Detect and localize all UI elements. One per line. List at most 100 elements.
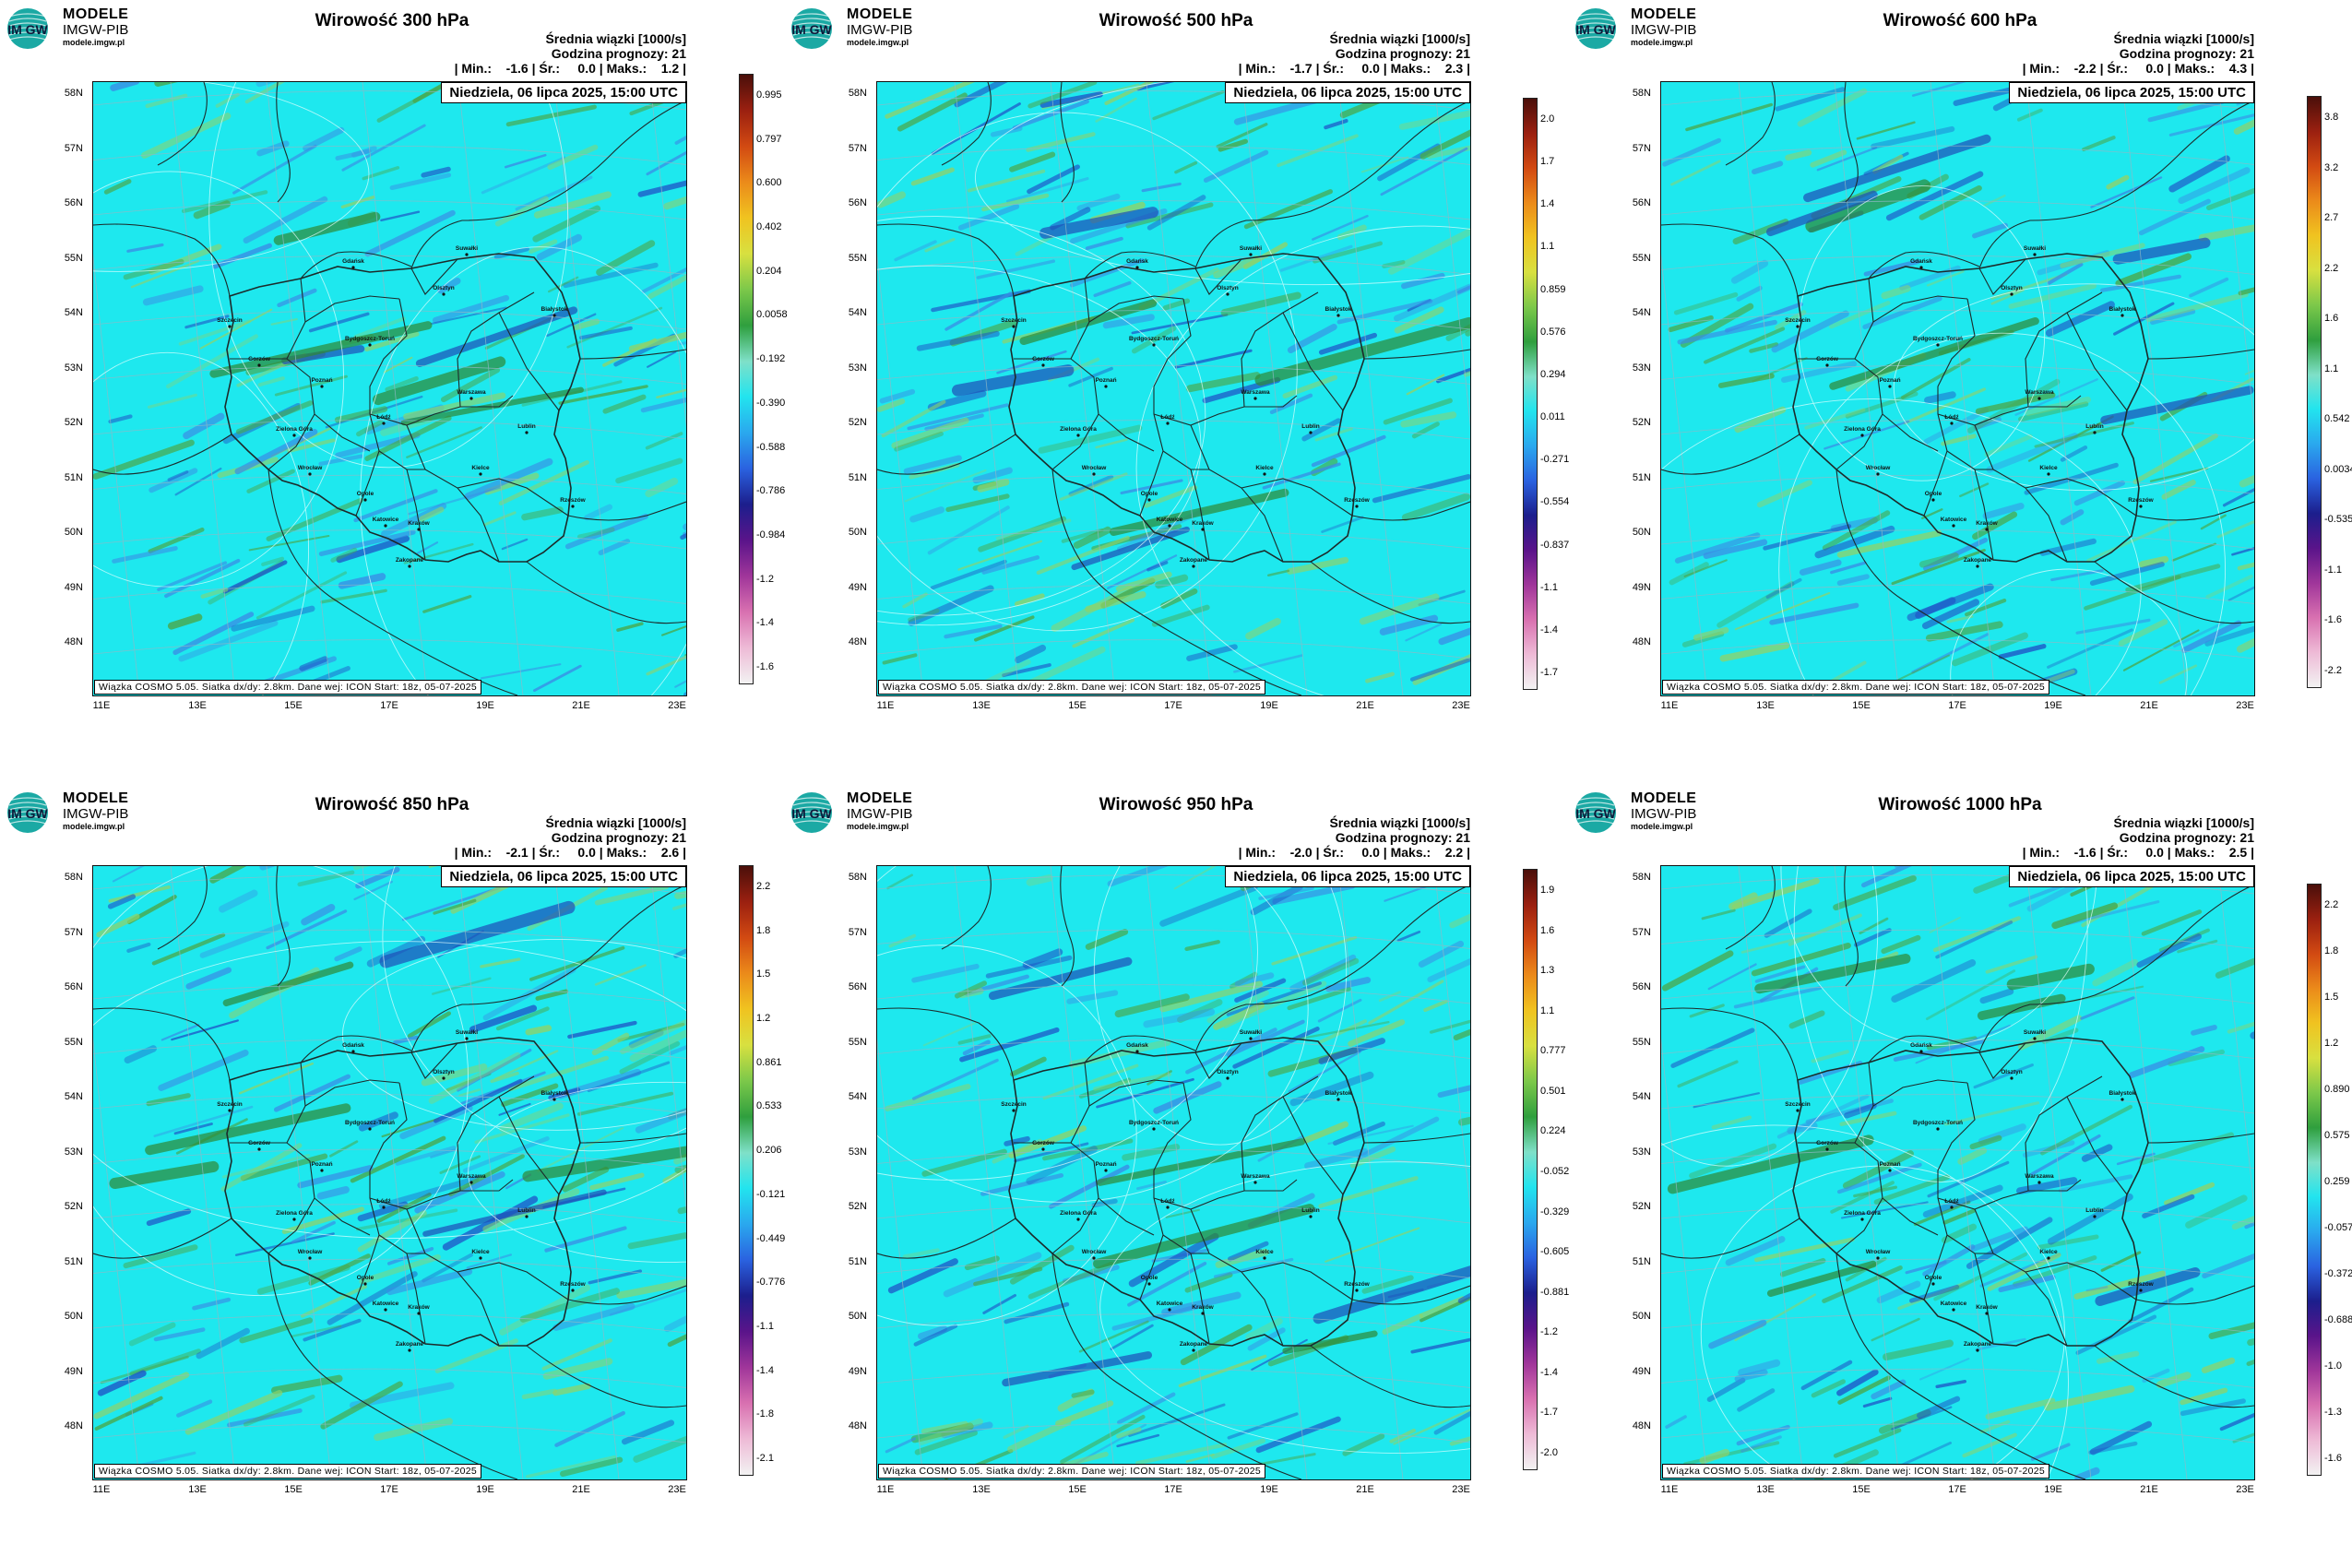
- city-label: Zielona Góra: [1844, 1210, 1881, 1217]
- lat-tick-label: 52N: [64, 417, 83, 428]
- colorbar-tick-label: -0.372: [2324, 1268, 2352, 1279]
- colorbar-tick-label: 0.259: [2324, 1176, 2350, 1187]
- lat-tick-label: 58N: [848, 88, 867, 99]
- brand-url[interactable]: modele.imgw.pl: [1631, 822, 1693, 831]
- colorbar-tick-label: 2.2: [756, 881, 771, 892]
- city-label: Łódź: [376, 1198, 391, 1205]
- colorbar-tick-label: -1.1: [756, 1320, 774, 1332]
- city-label: Zakopane: [1180, 557, 1208, 564]
- lon-tick-label: 19E: [2044, 1484, 2062, 1495]
- brand-url[interactable]: modele.imgw.pl: [1631, 38, 1693, 47]
- city-label: Katowice: [1157, 517, 1183, 523]
- lon-tick-label: 11E: [92, 700, 111, 711]
- colorbar: [739, 74, 754, 684]
- colorbar-tick-label: -0.057: [2324, 1222, 2352, 1233]
- lat-tick-label: 49N: [848, 1365, 867, 1377]
- city-label: Katowice: [1157, 1301, 1183, 1307]
- colorbar-tick-label: 1.3: [1540, 965, 1555, 977]
- colorbar-tick-label: -1.2: [756, 573, 774, 585]
- brand-block: MODELE IMGW-PIB modele.imgw.pl: [1631, 7, 1696, 47]
- lon-tick-label: 17E: [1948, 700, 1966, 711]
- colorbar-tick-label: -0.588: [756, 441, 786, 453]
- brand-line1: MODELE: [63, 790, 129, 806]
- lon-tick-label: 15E: [284, 1484, 303, 1495]
- colorbar-tick-label: -0.786: [756, 485, 786, 497]
- forecast-hour: Godzina prognozy: 21: [1335, 830, 1470, 845]
- city-label: Katowice: [373, 517, 399, 523]
- brand-url[interactable]: modele.imgw.pl: [847, 38, 909, 47]
- city-label: Katowice: [1941, 517, 1967, 523]
- lat-tick-label: 58N: [848, 872, 867, 883]
- panel-title: Wirowość 600 hPa: [1883, 11, 2037, 30]
- lon-tick-label: 23E: [2236, 1484, 2254, 1495]
- vorticity-map: Gdańsk Suwałki Olsztyn Szczecin Białystok Byd…: [876, 865, 1471, 1480]
- lat-tick-label: 51N: [848, 1255, 867, 1267]
- colorbar: [2307, 96, 2322, 688]
- lat-tick-label: 56N: [1632, 981, 1651, 992]
- city-label: Białystok: [541, 306, 568, 313]
- colorbar-tick-label: -2.2: [2324, 665, 2342, 676]
- brand-line1: MODELE: [1631, 790, 1697, 806]
- lat-tick-label: 53N: [64, 1146, 83, 1158]
- colorbar-tick-label: 1.5: [756, 968, 771, 980]
- city-label: Zielona Góra: [1060, 426, 1097, 433]
- colorbar-tick-label: -1.4: [756, 617, 774, 629]
- city-label: Łódź: [376, 414, 391, 421]
- lon-tick-label: 19E: [476, 1484, 494, 1495]
- city-label: Opole: [1925, 491, 1942, 497]
- city-labels: Gdańsk Suwałki Olsztyn Szczecin Białystok Byd…: [217, 1029, 587, 1352]
- lon-tick-label: 23E: [2236, 700, 2254, 711]
- stats-block: Średnia wiązki [1000/s] Godzina prognozy:…: [1239, 31, 1470, 76]
- city-label: Białystok: [2109, 306, 2136, 313]
- city-label: Olsztyn: [1217, 285, 1239, 291]
- city-label: Zielona Góra: [1844, 426, 1881, 433]
- lat-tick-label: 56N: [1632, 197, 1651, 208]
- lat-tick-label: 51N: [848, 471, 867, 483]
- colorbar-tick-label: 0.861: [756, 1056, 782, 1068]
- colorbar-tick-label: -0.984: [756, 529, 786, 540]
- city-label: Poznań: [1095, 1161, 1116, 1168]
- city-label: Wrocław: [1082, 465, 1108, 471]
- city-label: Gdańsk: [342, 258, 364, 265]
- forecast-hour: Godzina prognozy: 21: [551, 830, 686, 845]
- forecast-hour: Godzina prognozy: 21: [1335, 46, 1470, 61]
- colorbar-tick-label: -0.535: [2324, 514, 2352, 526]
- brand-url[interactable]: modele.imgw.pl: [63, 38, 125, 47]
- brand-line1: MODELE: [847, 790, 913, 806]
- lon-tick-label: 23E: [668, 1484, 686, 1495]
- city-label: Bydgoszcz-Toruń: [1913, 1120, 1963, 1126]
- map-panel: IM GW MODELE IMGW-PIB modele.imgw.pl Wirowoś…: [1568, 784, 2352, 1568]
- city-label: Poznań: [1879, 1161, 1900, 1168]
- min-mean-max: | Min.: -1.6 | Śr.: 0.0 | Maks.: 1.2 |: [454, 61, 686, 76]
- city-label: Lublin: [2085, 423, 2104, 430]
- colorbar-tick-label: -1.7: [1540, 1407, 1558, 1419]
- city-label: Poznań: [1095, 377, 1116, 384]
- model-footer: Wiązka COSMO 5.05. Siatka dx/dy: 2.8km. …: [878, 1464, 1266, 1479]
- model-footer: Wiązka COSMO 5.05. Siatka dx/dy: 2.8km. …: [94, 680, 482, 695]
- lon-tick-label: 23E: [668, 700, 686, 711]
- lat-tick-label: 51N: [1632, 1255, 1651, 1267]
- lat-tick-label: 56N: [64, 197, 83, 208]
- min-mean-max: | Min.: -2.0 | Śr.: 0.0 | Maks.: 2.2 |: [1238, 845, 1470, 860]
- lon-tick-label: 13E: [188, 700, 207, 711]
- colorbar-tick-label: 0.575: [2324, 1130, 2350, 1141]
- min-mean-max: | Min.: -1.7 | Śr.: 0.0 | Maks.: 2.3 |: [1238, 61, 1470, 76]
- lat-tick-label: 56N: [64, 981, 83, 992]
- valid-date: Niedziela, 06 lipca 2025, 15:00 UTC: [2009, 866, 2254, 887]
- lon-tick-label: 11E: [1660, 700, 1679, 711]
- imgw-logo-icon: IM GW: [7, 8, 49, 49]
- colorbar-tick-label: -1.4: [756, 1364, 774, 1376]
- lat-tick-label: 49N: [1632, 1365, 1651, 1377]
- brand-url[interactable]: modele.imgw.pl: [847, 822, 909, 831]
- colorbar-tick-label: 0.542: [2324, 413, 2350, 425]
- city-label: Łódź: [1160, 1198, 1175, 1205]
- panel-title: Wirowość 300 hPa: [315, 11, 469, 30]
- lat-tick-label: 50N: [64, 1311, 83, 1322]
- city-label: Szczecin: [1001, 317, 1026, 324]
- brand-url[interactable]: modele.imgw.pl: [63, 822, 125, 831]
- city-label: Suwałki: [1240, 245, 1262, 252]
- colorbar-tick-label: -1.6: [2324, 1453, 2342, 1464]
- lon-tick-label: 21E: [572, 1484, 590, 1495]
- city-label: Łódź: [1944, 414, 1959, 421]
- lat-tick-label: 52N: [848, 417, 867, 428]
